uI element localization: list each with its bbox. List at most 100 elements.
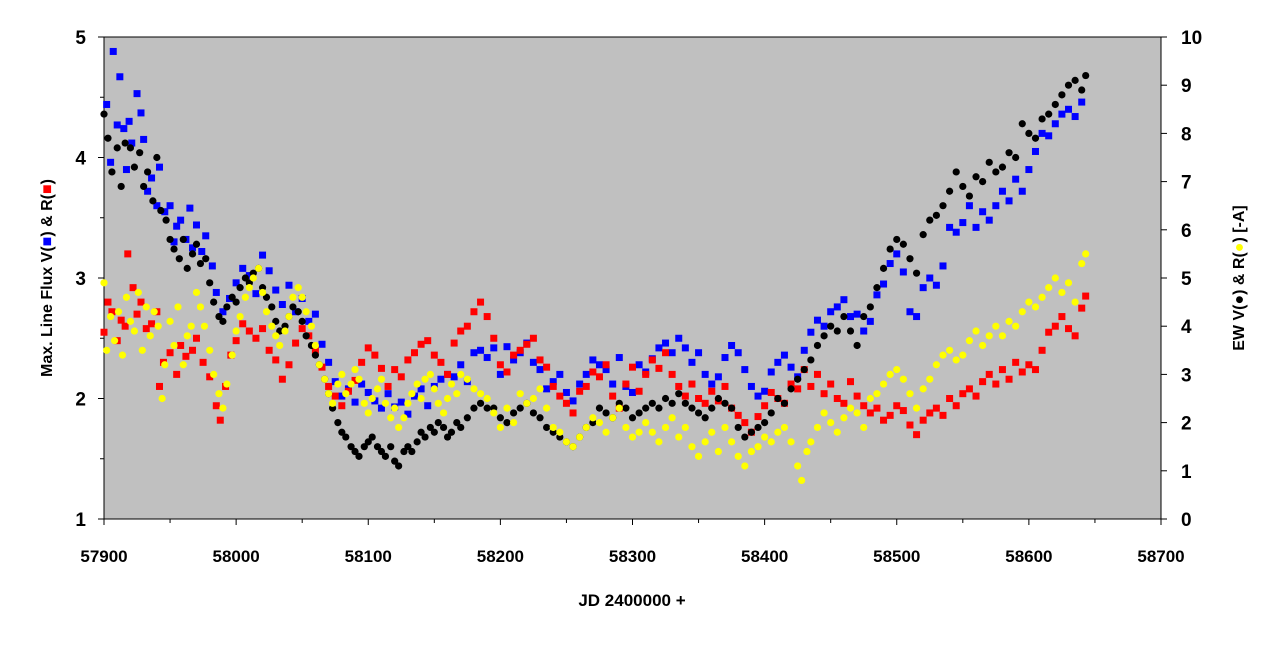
data-point [241, 293, 249, 301]
data-point [939, 411, 947, 419]
data-point [470, 308, 478, 316]
data-point [173, 222, 181, 230]
data-point [124, 250, 132, 258]
data-point [265, 346, 273, 354]
data-point [589, 368, 597, 376]
data-point [615, 404, 623, 412]
data-point [708, 380, 716, 388]
data-point [873, 390, 881, 398]
data-point [223, 380, 231, 388]
data-point [121, 322, 129, 330]
data-point [444, 370, 452, 378]
data-point [628, 433, 637, 441]
data-point [529, 409, 538, 417]
data-point [110, 337, 119, 345]
data-point [820, 332, 828, 340]
data-point [886, 245, 894, 253]
data-point [457, 423, 465, 432]
data-point [503, 343, 511, 351]
data-point [170, 341, 178, 350]
data-point [1012, 358, 1020, 366]
data-point [107, 158, 115, 166]
data-point [245, 327, 253, 335]
data-point [589, 414, 597, 422]
data-point [133, 90, 141, 98]
data-point [166, 235, 174, 244]
data-point [103, 346, 111, 354]
data-point [1064, 81, 1073, 89]
blue-square-marker-icon: ■ [39, 237, 56, 247]
data-point [529, 358, 537, 366]
data-point [972, 223, 980, 231]
data-point [104, 134, 112, 142]
data-point [302, 332, 310, 340]
data-point [833, 395, 841, 402]
data-point [807, 356, 815, 364]
data-point [972, 173, 980, 181]
data-point [189, 346, 197, 354]
data-point [919, 284, 927, 292]
data-point [979, 378, 987, 386]
data-point [173, 370, 181, 378]
data-point [155, 382, 163, 390]
data-point [681, 392, 689, 400]
data-point [450, 339, 458, 347]
data-point [536, 366, 544, 374]
data-point [529, 334, 537, 342]
data-point [840, 399, 848, 407]
data-point [846, 404, 855, 412]
data-point [523, 399, 531, 407]
data-point [116, 73, 124, 81]
data-point [642, 370, 650, 378]
data-point [972, 327, 980, 335]
data-point [276, 327, 284, 335]
data-point [117, 316, 125, 324]
data-point [391, 457, 399, 465]
data-point [873, 284, 881, 292]
data-point [589, 356, 597, 364]
data-point [183, 332, 191, 340]
data-point [1018, 120, 1026, 128]
data-point [206, 346, 214, 354]
data-point [496, 370, 504, 378]
data-point [289, 303, 297, 311]
data-point [516, 404, 524, 412]
data-point [276, 341, 284, 350]
data-point [509, 419, 518, 427]
data-point [853, 341, 861, 350]
data-point [424, 337, 432, 345]
data-point [338, 370, 346, 378]
y-left-title-part-3: ) [39, 179, 56, 184]
data-point [780, 423, 789, 432]
data-point [311, 346, 319, 354]
data-point [741, 433, 749, 441]
data-point [675, 334, 683, 342]
data-point [721, 354, 729, 362]
data-point [377, 447, 386, 456]
data-point [767, 368, 775, 376]
data-point [347, 380, 355, 388]
data-point [1071, 113, 1079, 121]
data-point [430, 428, 438, 436]
data-point [351, 376, 359, 384]
data-point [648, 428, 656, 436]
data-point [377, 375, 386, 383]
data-point [701, 370, 709, 378]
data-point [134, 288, 142, 297]
data-point [1038, 346, 1046, 354]
data-point [294, 308, 302, 316]
data-point [129, 284, 137, 292]
data-point [629, 388, 636, 396]
data-point [979, 208, 987, 216]
data-point [1025, 129, 1033, 137]
data-point [774, 428, 782, 436]
x-tick-label: 58500 [873, 547, 920, 566]
data-point [245, 272, 253, 280]
data-point [536, 356, 544, 364]
data-point [860, 423, 868, 432]
data-point [338, 428, 346, 436]
data-point [109, 47, 117, 55]
y-left-tick-label: 2 [75, 390, 86, 411]
data-point [880, 416, 888, 424]
